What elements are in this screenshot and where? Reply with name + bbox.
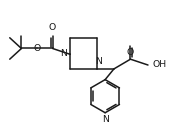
Text: N: N	[102, 115, 109, 124]
Text: O: O	[127, 48, 134, 57]
Text: O: O	[33, 44, 41, 53]
Text: N: N	[60, 49, 67, 58]
Text: N: N	[95, 57, 102, 66]
Text: OH: OH	[153, 60, 167, 69]
Text: O: O	[49, 23, 56, 32]
